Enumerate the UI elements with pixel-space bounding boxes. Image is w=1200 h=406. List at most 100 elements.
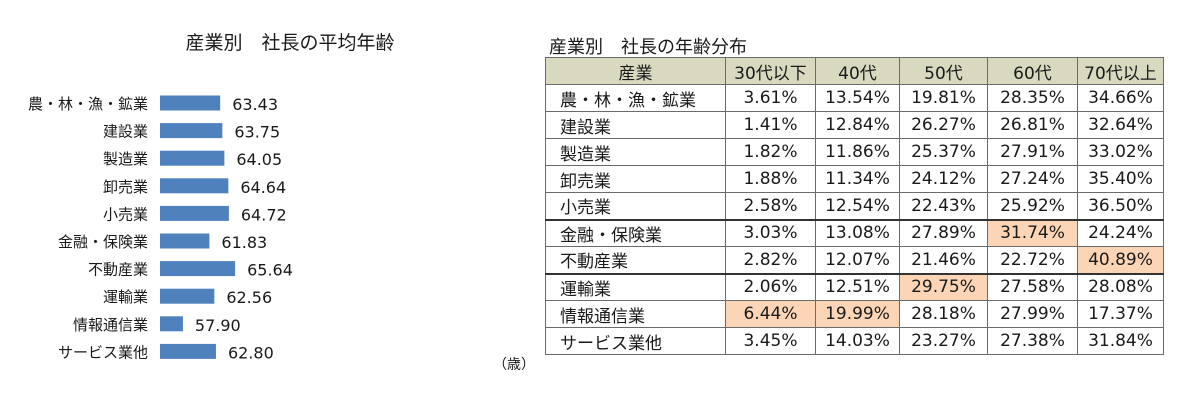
percent-cell: 1.82% [725,138,816,166]
percent-cell: 11.86% [815,138,900,166]
percent-cell: 27.24% [987,165,1078,193]
bar [160,150,225,166]
percent-cell: 33.02% [1077,138,1164,166]
percent-cell: 21.46% [899,246,988,274]
percent-cell: 28.18% [899,300,988,328]
table-title: 産業別 社長の年齢分布 [549,37,747,58]
bar-value-label: 61.83 [221,233,267,252]
industry-cell: 農・林・漁・鉱業 [545,84,726,112]
bar-chart-title: 産業別 社長の平均年齢 [185,32,395,54]
industry-cell: 不動産業 [545,246,726,274]
bar [160,316,183,332]
table-row: 卸売業 1.88% 11.34% 24.12% 27.24% 35.40% [545,165,1164,193]
table-row: 不動産業 2.82% 12.07% 21.46% 22.72% 40.89% [545,246,1164,274]
percent-cell: 32.64% [1077,111,1164,139]
percent-cell: 6.44% [725,300,816,328]
percent-cell: 24.24% [1077,218,1164,247]
category-label: 運輸業 [103,288,148,306]
category-label: 小売業 [103,205,148,223]
percent-cell: 17.37% [1077,300,1164,328]
industry-cell: 小売業 [545,192,726,220]
percent-cell: 22.72% [987,246,1078,274]
percent-cell: 35.40% [1077,165,1164,193]
percent-cell: 3.61% [725,84,816,112]
table-row: 建設業 1.41% 12.84% 26.27% 26.81% 32.64% [545,111,1164,139]
table-row: 情報通信業 6.44% 19.99% 28.18% 27.99% 17.37% [545,300,1164,328]
percent-cell: 40.89% [1077,246,1164,274]
table-row: 農・林・漁・鉱業 3.61% 13.54% 19.81% 28.35% 34.66% [545,84,1164,112]
bar-value-label: 63.43 [232,95,278,114]
bar [160,288,215,304]
bar [160,178,229,194]
percent-cell: 2.82% [725,246,816,274]
table-body: 農・林・漁・鉱業 3.61% 13.54% 19.81% 28.35% 34.66% 建設業… [545,84,1164,355]
percent-cell: 28.08% [1077,272,1164,301]
percent-cell: 27.99% [987,300,1078,328]
bar [160,343,216,359]
bar-value-label: 65.64 [247,261,293,280]
category-label: 不動産業 [88,261,148,279]
percent-cell: 19.81% [899,84,988,112]
percent-cell: 1.88% [725,165,816,193]
percent-cell: 2.06% [725,272,816,301]
percent-cell: 27.91% [987,138,1078,166]
percent-cell: 14.03% [815,327,900,355]
percent-cell: 24.12% [899,165,988,193]
percent-cell: 22.43% [899,192,988,220]
category-label: 金融・保険業 [58,233,148,251]
percent-cell: 12.54% [815,192,900,220]
percent-cell: 23.27% [899,327,988,355]
percent-cell: 11.34% [815,165,900,193]
industry-cell: 卸売業 [545,165,726,193]
percent-cell: 27.89% [899,218,988,247]
column-header: 産業 [545,57,726,85]
percent-cell: 31.84% [1077,327,1164,355]
percent-cell: 31.74% [987,218,1078,247]
percent-cell: 2.58% [725,192,816,220]
average-age-bar-chart: 農・林・漁・鉱業 63.43 建設業 63.75 製造業 64.05 卸売業 64.64 小売業… [28,95,535,373]
industry-cell: 建設業 [545,111,726,139]
percent-cell: 25.92% [987,192,1078,220]
industry-cell: サービス業他 [545,327,726,355]
category-label: 情報通信業 [73,316,148,334]
percent-cell: 12.07% [815,246,900,274]
bar-value-label: 57.90 [195,316,241,335]
percent-cell: 36.50% [1077,192,1164,220]
bar-value-label: 64.64 [240,178,286,197]
bar [160,123,223,139]
percent-cell: 19.99% [815,300,900,328]
column-header: 60代 [987,57,1078,85]
table-row: サービス業他 3.45% 14.03% 23.27% 27.38% 31.84% [545,327,1164,355]
percent-cell: 25.37% [899,138,988,166]
percent-cell: 27.38% [987,327,1078,355]
percent-cell: 26.81% [987,111,1078,139]
percent-cell: 12.51% [815,272,900,301]
category-label: 卸売業 [103,178,148,196]
bar [160,233,210,249]
bar [160,205,229,221]
industry-cell: 情報通信業 [545,300,726,328]
bar-value-label: 64.72 [241,205,287,224]
table-row: 製造業 1.82% 11.86% 25.37% 27.91% 33.02% [545,138,1164,166]
industry-cell: 製造業 [545,138,726,166]
bar-value-label: 63.75 [234,123,280,142]
column-header: 50代 [899,57,988,85]
category-label: 農・林・漁・鉱業 [28,95,148,113]
category-label: 建設業 [103,123,148,141]
column-header: 40代 [815,57,900,85]
percent-cell: 27.58% [987,272,1078,301]
category-label: サービス業他 [58,343,148,361]
industry-cell: 金融・保険業 [545,218,726,247]
column-header: 70代以上 [1077,57,1164,85]
table-row: 金融・保険業 3.03% 13.08% 27.89% 31.74% 24.24% [545,218,1164,247]
category-label: 製造業 [103,150,148,168]
table-header-row: 産業 30代以下 40代 50代 60代 70代以上 [545,57,1164,85]
bar-value-label: 62.56 [226,288,272,307]
percent-cell: 34.66% [1077,84,1164,112]
percent-cell: 13.54% [815,84,900,112]
column-header: 30代以下 [725,57,816,85]
unit-label: （歳） [493,357,535,373]
bar [160,95,221,111]
table-row: 小売業 2.58% 12.54% 22.43% 25.92% 36.50% [545,192,1164,220]
percent-cell: 29.75% [899,272,988,301]
